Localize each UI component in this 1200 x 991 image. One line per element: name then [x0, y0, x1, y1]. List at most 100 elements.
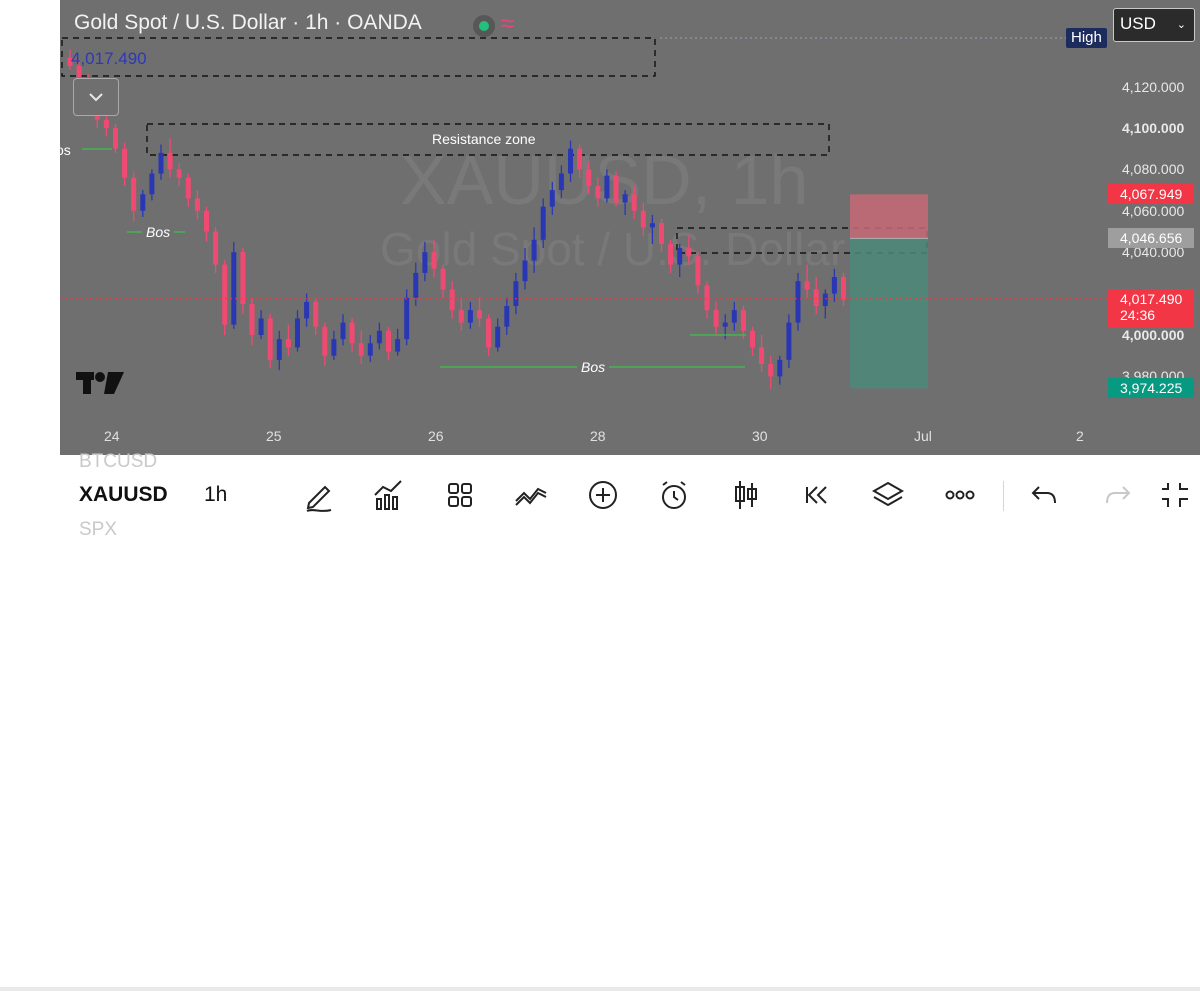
tradingview-logo-icon — [76, 372, 124, 394]
last-price-tag-value: 4,017.490 — [1120, 290, 1183, 307]
stop-price-tag: 4,067.949 — [1108, 184, 1194, 205]
candlestick-series[interactable]: Resistance zone os Bos Bos — [60, 0, 1108, 455]
entry-price-tag: 4,046.656 — [1108, 228, 1194, 249]
candle-body — [813, 289, 819, 307]
drawing-pen-icon[interactable] — [301, 477, 337, 513]
time-axis-label: 24 — [104, 428, 120, 444]
candle-body — [422, 252, 428, 273]
bos-label-2-bg — [577, 359, 609, 376]
supply-zone-box — [676, 227, 928, 254]
candle-body — [795, 281, 801, 323]
next-symbol[interactable]: SPX — [79, 519, 118, 540]
candle-body — [222, 264, 228, 325]
candle-body — [249, 303, 255, 335]
candle-body — [295, 318, 300, 348]
bottom-edge — [0, 987, 1200, 991]
candle-body — [622, 194, 628, 203]
compare-icon[interactable] — [513, 477, 549, 513]
candle-body — [467, 310, 473, 323]
candle-body — [349, 322, 355, 344]
legend-price: 4,017.490 — [71, 49, 147, 68]
candle-body — [76, 65, 82, 83]
more-options-icon[interactable] — [942, 477, 978, 513]
time-axis-label: 2 — [1076, 428, 1084, 444]
candle-body — [440, 268, 446, 290]
candle-body — [841, 277, 846, 300]
candle-body — [103, 119, 109, 128]
price-axis-label: 4,060.000 — [1122, 202, 1185, 219]
time-axis-label: 26 — [428, 428, 444, 444]
candle-body — [777, 359, 783, 377]
candle-body — [613, 175, 619, 203]
candle-body — [477, 310, 482, 319]
candle-body — [376, 330, 382, 344]
candle-body — [531, 239, 537, 261]
candle-body — [67, 57, 73, 66]
add-icon[interactable] — [585, 477, 621, 513]
candle-body — [750, 330, 755, 348]
candle-body — [595, 185, 601, 199]
candle-body — [677, 248, 683, 265]
layers-icon[interactable] — [870, 477, 906, 513]
candle-body — [140, 194, 146, 211]
candle-body — [604, 175, 610, 199]
candle-body — [167, 152, 173, 170]
resistance-zone-label: Resistance zone — [432, 131, 536, 147]
candle-body — [558, 173, 564, 191]
symbol-button[interactable]: XAUUSD — [79, 483, 168, 506]
candle-body — [194, 198, 200, 211]
candle-body — [176, 169, 182, 178]
candle-body — [285, 339, 291, 348]
candle-body — [549, 190, 555, 207]
candle-body — [386, 330, 391, 352]
bos-label-2: Bos — [581, 359, 605, 375]
fullscreen-icon[interactable] — [1158, 477, 1194, 513]
time-axis-label: 25 — [266, 428, 282, 444]
legend-collapse-button[interactable] — [73, 78, 119, 116]
stop-loss-zone — [850, 194, 928, 239]
data-feed-icon[interactable]: ≈ — [500, 8, 515, 38]
bottom-toolbar: BTCUSD XAUUSD SPX 1h — [0, 451, 1200, 991]
candle-body — [113, 128, 118, 149]
replay-icon[interactable] — [799, 477, 835, 513]
candles-chart-type-icon[interactable] — [728, 477, 764, 513]
price-axis-label: 4,100.000 — [1122, 120, 1185, 136]
candle-body — [304, 301, 310, 319]
candle-body — [586, 169, 592, 186]
market-status-icon[interactable] — [473, 15, 495, 37]
tradingview-logo[interactable] — [74, 370, 126, 401]
candle-body — [313, 301, 319, 327]
candle-body — [631, 194, 637, 211]
candle-body — [231, 252, 237, 325]
chart-title[interactable]: Gold Spot / U.S. Dollar · 1h · OANDA — [74, 11, 422, 34]
redo-icon[interactable] — [1099, 477, 1135, 513]
indicators-icon[interactable] — [371, 477, 407, 513]
interval-button[interactable]: 1h — [204, 483, 228, 506]
alarm-icon[interactable] — [656, 477, 692, 513]
candle-body — [149, 173, 155, 195]
watermark-description: Gold Spot / U.S. Dollar — [380, 223, 846, 275]
candle-body — [786, 322, 792, 360]
candle-body — [831, 277, 837, 294]
candle-body — [695, 256, 701, 286]
prev-symbol[interactable]: BTCUSD — [79, 451, 158, 472]
undo-icon[interactable] — [1027, 477, 1063, 513]
candle-body — [513, 281, 519, 307]
high-badge: High — [1066, 28, 1107, 48]
candle-body — [185, 177, 191, 199]
candle-body — [431, 252, 437, 269]
chart-area[interactable]: XAUUSD, 1h Gold Spot / U.S. Dollar Resis… — [0, 0, 1200, 455]
bos-label-1-bg — [142, 224, 174, 241]
chart-plot[interactable]: XAUUSD, 1h Gold Spot / U.S. Dollar Resis… — [60, 0, 1108, 455]
candle-body — [504, 306, 510, 327]
take-profit-zone — [850, 238, 928, 389]
candle-body — [686, 248, 692, 257]
watermark-symbol: XAUUSD, 1h — [400, 141, 809, 219]
price-axis-label: 4,080.000 — [1122, 161, 1185, 178]
currency-select[interactable]: USD ⌄ — [1113, 8, 1195, 42]
candle-body — [340, 322, 346, 340]
target-price-tag: 3,974.225 — [1108, 378, 1194, 399]
candle-body — [367, 343, 373, 356]
candle-body — [740, 310, 746, 331]
layout-grid-icon[interactable] — [442, 477, 478, 513]
